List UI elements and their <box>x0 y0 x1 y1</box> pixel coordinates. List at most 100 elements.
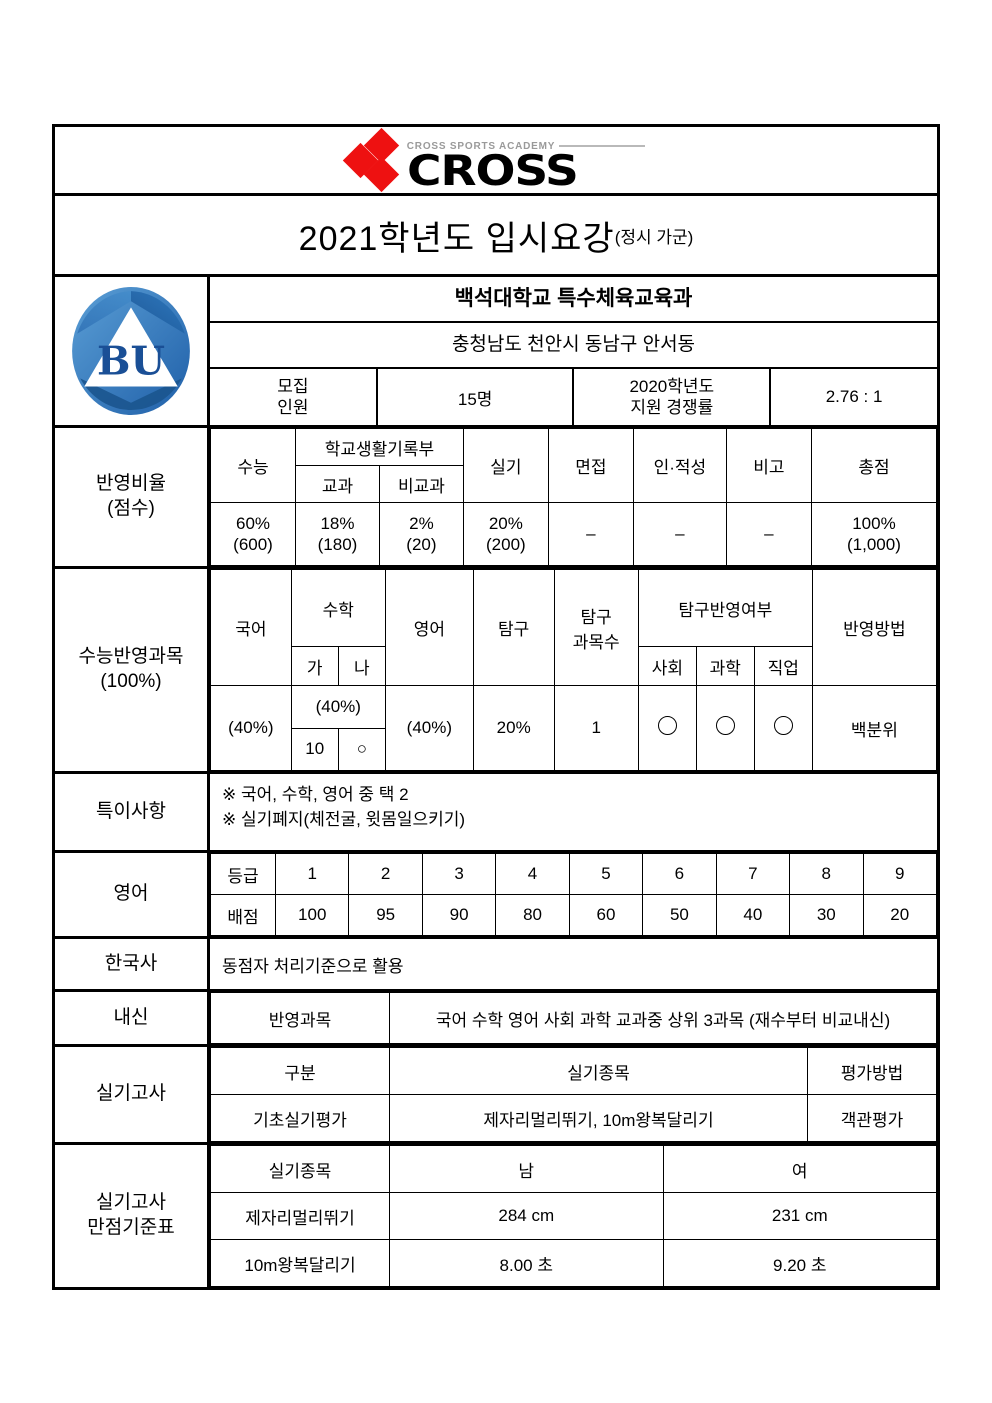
csat-subjects-body: 국어 수학 영어 탐구 탐구 과목수 탐구반영여부 반영방법 가 나 사회 과학 <box>210 569 938 771</box>
english-grade-table: 등급 1 2 3 4 5 6 7 8 9 배점 100 95 90 80 <box>210 853 937 936</box>
practical-standards-section: 실기고사 만점기준표 실기종목 남 여 제자리멀리뛰기 284 cm 231 c… <box>55 1145 937 1287</box>
value-gyogwa: 18% (180) <box>295 502 380 566</box>
table-row: 국어 수학 영어 탐구 탐구 과목수 탐구반영여부 반영방법 <box>210 569 938 686</box>
standards-row1-male: 284 cm <box>389 1192 664 1240</box>
value-practical-pts: (200) <box>486 535 526 554</box>
value-gyogwa-pts: (180) <box>317 535 358 554</box>
table-row: (40%) (40%) 10 ○ (40%) 20% 1 <box>210 685 938 771</box>
reflection-ratio-table: 수능 학교생활기록부 실기 면접 인·적성 비고 총점 교과 비교과 60% (… <box>209 428 938 566</box>
quota-label-line2: 인원 <box>277 398 309 417</box>
header-tamgu: 탐구 <box>472 569 555 686</box>
header-school-record: 학교생활기록부 <box>295 428 464 466</box>
school-location: 충청남도 천안시 동남구 안서동 <box>210 323 937 369</box>
practical-exam-section: 실기고사 구분 실기종목 평가방법 기초실기평가 제자리멀리뛰기, 10m왕복달… <box>55 1047 937 1145</box>
value-practical-pct: 20% <box>488 513 523 533</box>
standards-label-line2: 만점기준표 <box>87 1217 175 1238</box>
csat-subjects-label: 수능반영과목 (100%) <box>55 569 210 771</box>
university-emblem-cell: BU <box>55 277 210 425</box>
quota-value-cell: 15명 <box>376 369 575 425</box>
value-english: (40%) <box>384 685 474 771</box>
reflection-ratio-label-line2: (점수) <box>107 498 155 519</box>
value-vocational <box>753 685 813 771</box>
english-grade-8: 8 <box>789 853 864 895</box>
page-title-sub: (정시 가군) <box>614 227 694 247</box>
table-row: 기초실기평가 제자리멀리뛰기, 10m왕복달리기 객관평가 <box>210 1094 937 1142</box>
value-interview: – <box>547 502 634 566</box>
english-row-label-score: 배점 <box>210 894 276 936</box>
admissions-sheet: CROSS SPORTS ACADEMY CROSS 2021학년도 입시요강(… <box>52 124 940 1290</box>
naesin-label: 내신 <box>55 992 210 1044</box>
practical-header-event: 실기종목 <box>389 1047 808 1095</box>
bu-emblem-icon: BU <box>70 285 192 417</box>
competition-label-line1: 2020학년도 <box>629 376 715 396</box>
header-total: 총점 <box>810 428 938 503</box>
english-grade-9: 9 <box>862 853 937 895</box>
value-korean: (40%) <box>210 685 292 771</box>
value-tamgu: 20% <box>472 685 555 771</box>
value-science <box>695 685 755 771</box>
cross-tagline: CROSS SPORTS ACADEMY <box>406 140 556 152</box>
english-score-5: 60 <box>568 894 644 936</box>
table-row: 10m왕복달리기 8.00 초 9.20 초 <box>210 1239 937 1287</box>
english-score-8: 30 <box>789 894 864 936</box>
english-score-2: 95 <box>348 894 423 936</box>
csat-label-line2: (100%) <box>100 671 162 692</box>
special-note-line-1: ※ 국어, 수학, 영어 중 택 2 <box>222 785 409 804</box>
standards-row1-female: 231 cm <box>662 1192 937 1240</box>
practical-exam-body: 구분 실기종목 평가방법 기초실기평가 제자리멀리뛰기, 10m왕복달리기 객관… <box>210 1047 937 1142</box>
standards-header-event: 실기종목 <box>210 1145 390 1193</box>
english-row-label-grade: 등급 <box>210 853 276 895</box>
competition-label-cell: 2020학년도 지원 경쟁률 <box>573 369 772 425</box>
value-aptitude: – <box>632 502 727 566</box>
english-grade-6: 6 <box>642 853 717 895</box>
reflection-ratio-body: 수능 학교생활기록부 실기 면접 인·적성 비고 총점 교과 비교과 60% (… <box>209 428 938 566</box>
practical-header-method: 평가방법 <box>807 1047 937 1095</box>
competition-label-line2: 지원 경쟁률 <box>630 398 714 417</box>
csat-subjects-table: 국어 수학 영어 탐구 탐구 과목수 탐구반영여부 반영방법 가 나 사회 과학 <box>210 569 938 771</box>
english-grade-body: 등급 1 2 3 4 5 6 7 8 9 배점 100 95 90 80 <box>210 853 937 936</box>
header-method: 반영방법 <box>811 569 938 686</box>
reflection-ratio-label: 반영비율 (점수) <box>55 428 210 566</box>
special-notes-text: ※ 국어, 수학, 영어 중 택 2 ※ 실기폐지(체전굴, 윗몸일으키기) <box>210 774 937 850</box>
value-math-na: ○ <box>356 739 367 759</box>
special-notes-label: 특이사항 <box>55 774 210 850</box>
english-grade-3: 3 <box>421 853 497 895</box>
standards-row2-event: 10m왕복달리기 <box>210 1239 390 1287</box>
tagline-rule <box>559 145 646 148</box>
value-practical: 20% (200) <box>462 502 549 566</box>
cross-logo: CROSS SPORTS ACADEMY CROSS <box>342 127 646 193</box>
practical-row-method: 객관평가 <box>807 1094 937 1142</box>
standards-label-line1: 실기고사 <box>96 1192 166 1214</box>
value-tamgu-count: 1 <box>553 685 639 771</box>
table-row: 교과 비교과 <box>211 465 937 503</box>
special-notes-section: 특이사항 ※ 국어, 수학, 영어 중 택 2 ※ 실기폐지(체전굴, 윗몸일으… <box>55 774 937 853</box>
circle-mark-icon <box>657 716 677 735</box>
value-social <box>637 685 697 771</box>
naesin-value: 국어 수학 영어 사회 과학 교과중 상위 3과목 (재수부터 비교내신) <box>389 992 937 1044</box>
bu-emblem-text: BU <box>97 338 165 384</box>
english-score-3: 90 <box>421 894 497 936</box>
naesin-table: 반영과목 국어 수학 영어 사회 과학 교과중 상위 3과목 (재수부터 비교내… <box>210 992 937 1044</box>
table-row: 수능 학교생활기록부 실기 면접 인·적성 비고 총점 <box>209 428 938 503</box>
header-math: 수학 <box>290 569 386 647</box>
table-row: 등급 1 2 3 4 5 6 7 8 9 <box>210 853 937 895</box>
header-practical: 실기 <box>462 428 549 503</box>
header-remarks: 비고 <box>725 428 812 503</box>
circle-mark-icon <box>773 716 793 735</box>
document-title-band: 2021학년도 입시요강 (정시 가군) <box>55 196 937 277</box>
csat-subjects-section: 수능반영과목 (100%) 국어 수학 영어 탐구 탐구 과목수 탐구반영여부 … <box>55 569 938 774</box>
korean-history-text: 동점자 처리기준으로 활용 <box>222 956 404 976</box>
table-row: 구분 실기종목 평가방법 <box>210 1047 937 1095</box>
english-score-9: 20 <box>862 894 937 936</box>
english-grade-4: 4 <box>495 853 570 895</box>
header-tamgu-count-line1: 탐구 <box>580 607 612 627</box>
table-row: 제자리멀리뛰기 284 cm 231 cm <box>210 1192 937 1240</box>
header-korean: 국어 <box>210 569 292 686</box>
header-social: 사회 <box>637 646 697 686</box>
value-method: 백분위 <box>811 685 938 771</box>
school-details: 백석대학교 특수체육교육과 충청남도 천안시 동남구 안서동 모집 인원 15명… <box>210 277 937 425</box>
value-gyogwa-pct: 18% <box>320 513 355 533</box>
header-interview: 면접 <box>547 428 634 503</box>
practical-exam-table: 구분 실기종목 평가방법 기초실기평가 제자리멀리뛰기, 10m왕복달리기 객관… <box>210 1047 937 1142</box>
academy-logo-band: CROSS SPORTS ACADEMY CROSS <box>55 127 937 196</box>
